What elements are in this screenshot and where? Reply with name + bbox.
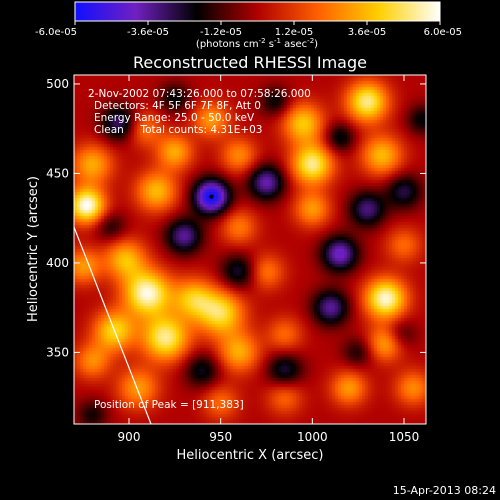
colorbar-tick-label: 3.6e-05 — [348, 27, 386, 38]
annotation-clean-counts: Clean Total counts: 4.31E+03 — [94, 124, 263, 136]
solar-limb-line — [74, 226, 152, 424]
x-tick-label: 1000 — [297, 430, 328, 444]
colorbar-ticks: -6.0e-05 -3.6e-05 -1.2e-05 1.2e-05 3.6e-05 6.… — [35, 21, 462, 38]
y-tick-label: 450 — [46, 166, 69, 180]
annotation-energy-range: Energy Range: 25.0 - 50.0 keV — [94, 112, 255, 124]
colorbar-frame — [74, 1, 441, 22]
heatmap-image — [74, 75, 426, 424]
plot-frame — [73, 74, 427, 425]
colorbar-tick-label: -1.2e-05 — [200, 27, 242, 38]
x-axis-ticks: 900 950 1000 1050 — [118, 75, 420, 444]
x-tick-label: 950 — [209, 430, 232, 444]
chart-title: Reconstructed RHESSI Image — [133, 53, 367, 72]
annotation-block: 2-Nov-2002 07:43:26.000 to 07:58:26.000 … — [88, 88, 311, 136]
x-tick-label: 1050 — [389, 430, 420, 444]
y-tick-label: 350 — [46, 345, 69, 359]
peak-marker — [209, 194, 214, 199]
colorbar — [75, 2, 440, 21]
y-axis-label: Heliocentric Y (arcsec) — [26, 176, 41, 322]
colorbar-tick-label: 6.0e-05 — [424, 27, 462, 38]
date-stamp: 15-Apr-2013 08:24 — [393, 484, 496, 497]
y-tick-label: 400 — [46, 256, 69, 270]
x-tick-label: 900 — [118, 430, 141, 444]
peak-position-label: Position of Peak = [911,383] — [94, 399, 244, 411]
annotation-time-range: 2-Nov-2002 07:43:26.000 to 07:58:26.000 — [88, 88, 311, 100]
x-axis-label: Heliocentric X (arcsec) — [177, 448, 324, 463]
colorbar-tick-label: 1.2e-05 — [275, 27, 313, 38]
colorbar-tick-label: -3.6e-05 — [127, 27, 169, 38]
colorbar-tick-label: -6.0e-05 — [35, 27, 77, 38]
colorbar-units: (photons cm-2 s-1 asec-2) — [196, 37, 318, 50]
y-tick-label: 500 — [46, 77, 69, 91]
annotation-detectors: Detectors: 4F 5F 6F 7F 8F, Att 0 — [94, 100, 261, 112]
y-axis-ticks: 350 400 450 500 — [46, 77, 426, 359]
